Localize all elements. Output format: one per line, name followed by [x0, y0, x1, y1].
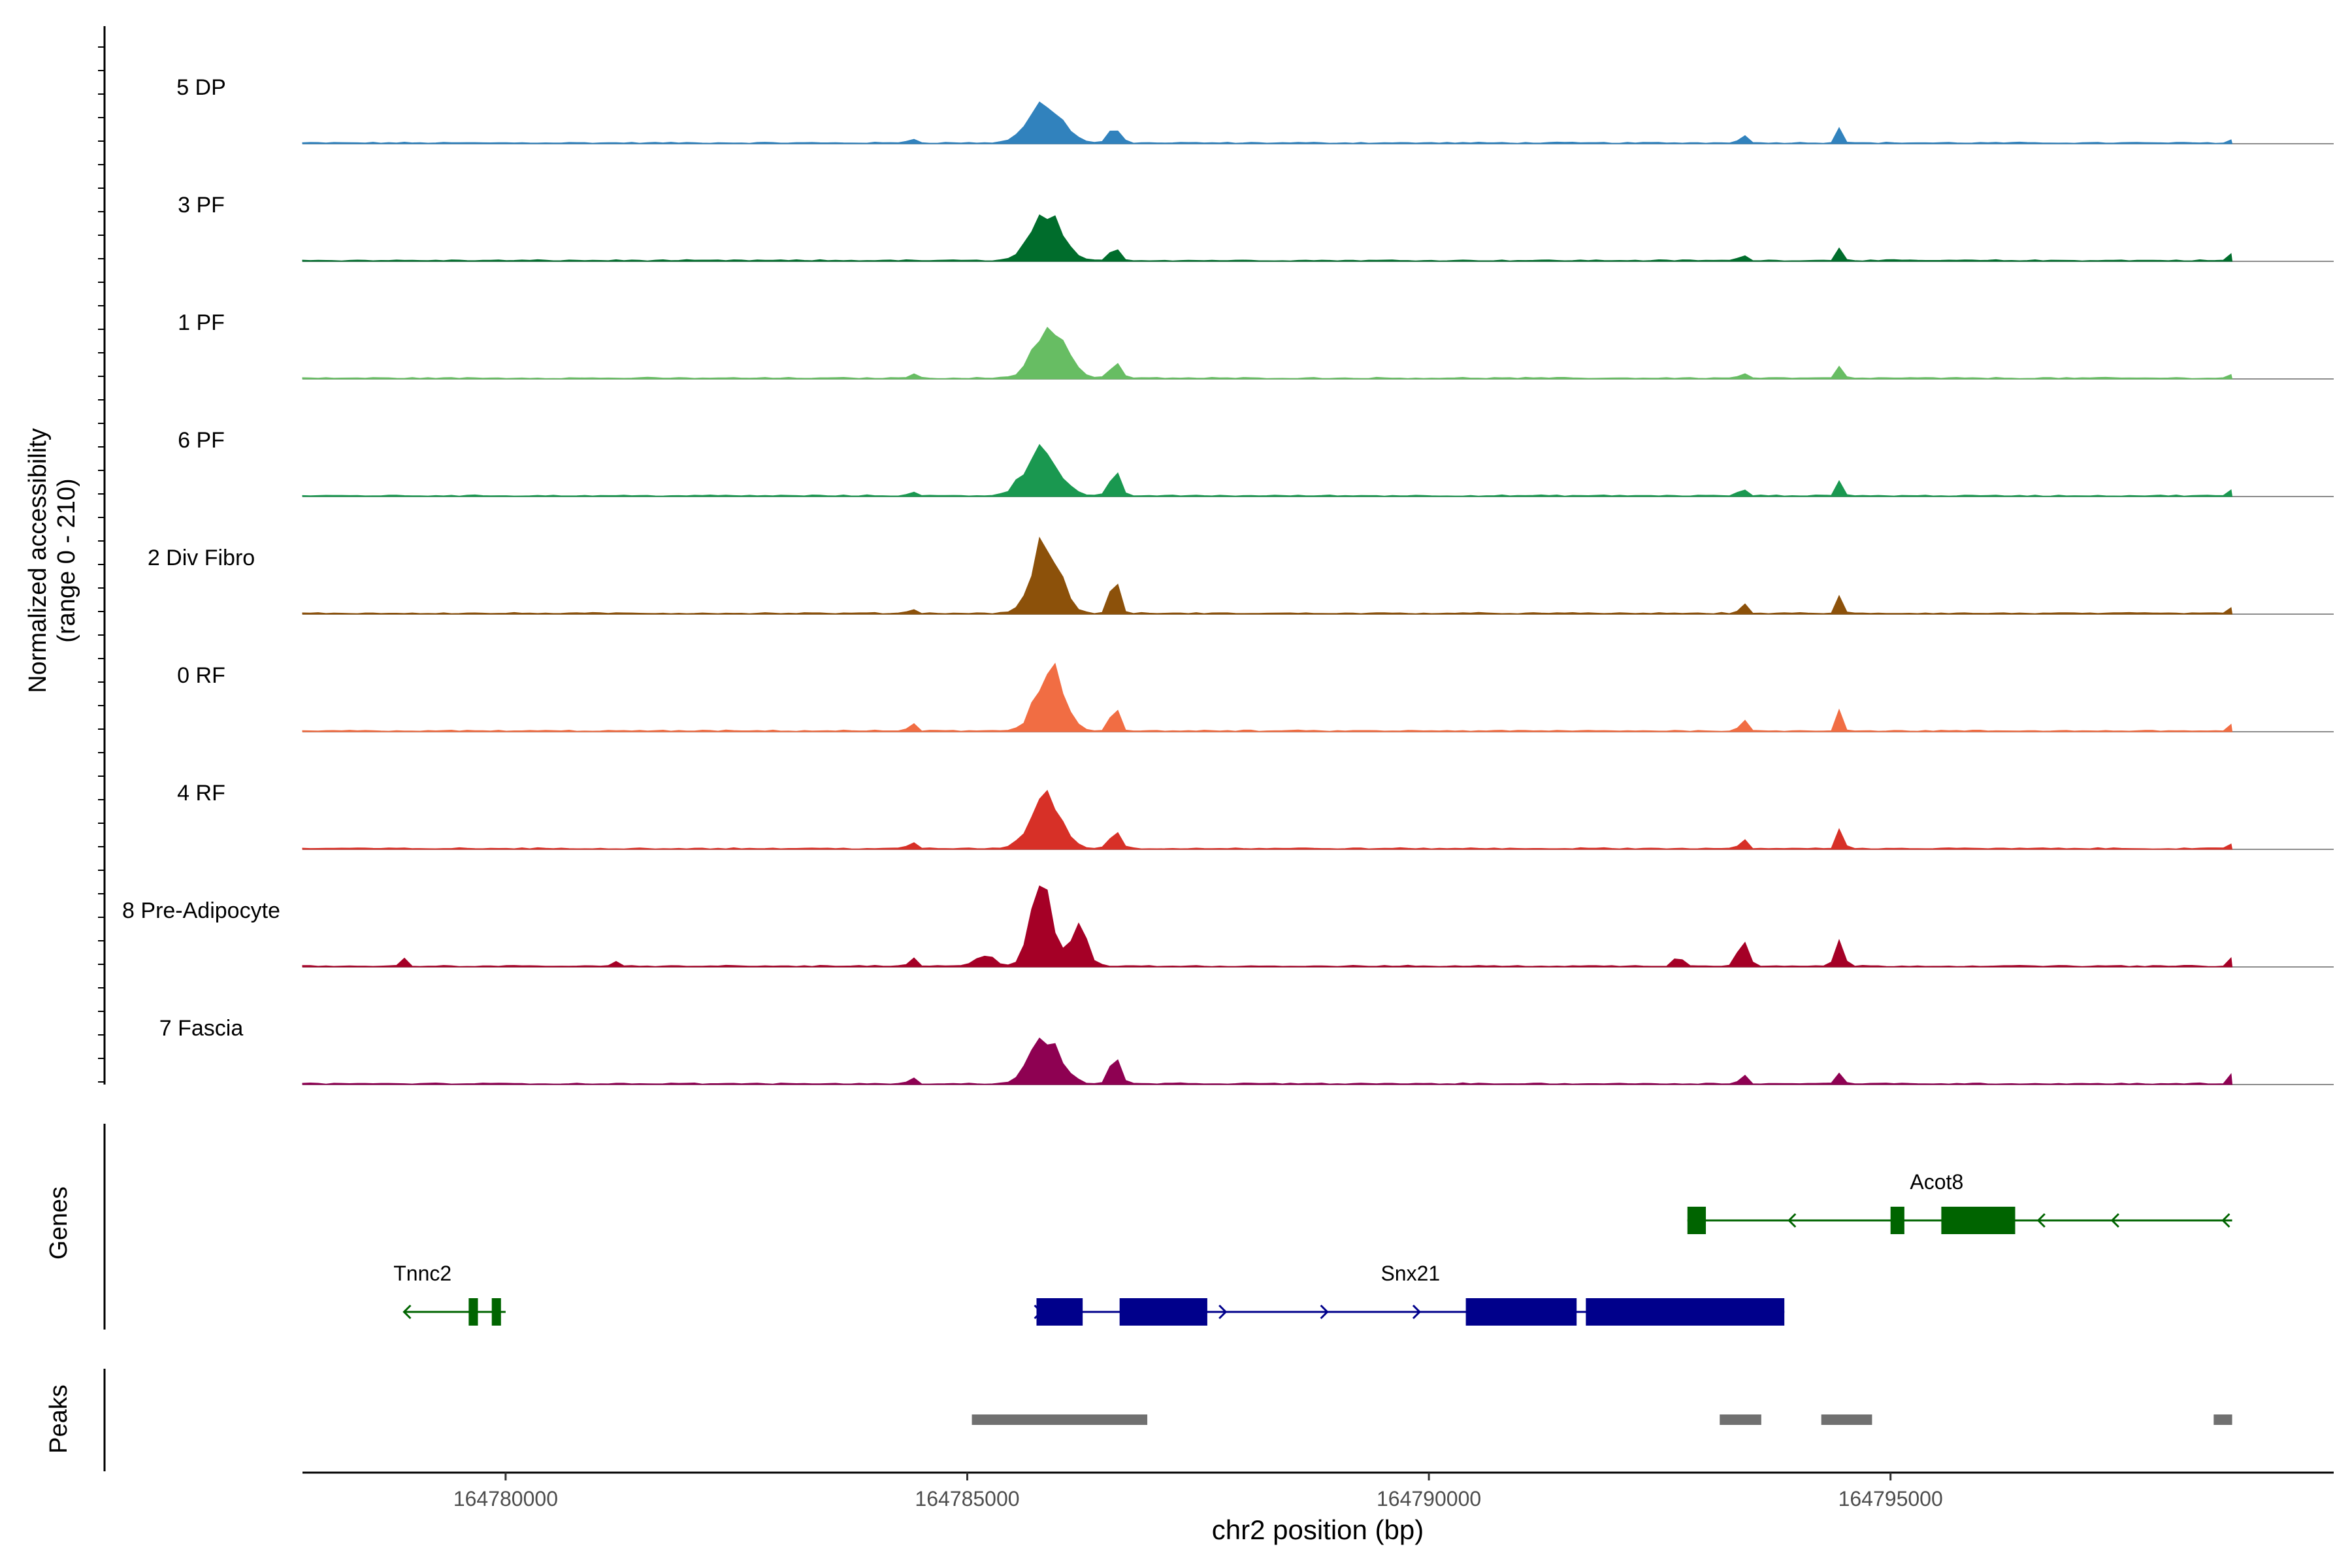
- track-label: 8 Pre-Adipocyte: [122, 898, 280, 923]
- gene-exon: [1687, 1207, 1707, 1234]
- track-label: 5 DP: [176, 75, 226, 100]
- track-label: 4 RF: [177, 781, 225, 806]
- gene-label: Tnnc2: [393, 1262, 451, 1285]
- peak-region: [972, 1414, 1148, 1425]
- strand-arrow: [2110, 1213, 2119, 1228]
- track-label: 3 PF: [178, 193, 225, 218]
- strand-arrow: [2221, 1213, 2230, 1228]
- coverage-area-0-rf: [302, 662, 2233, 732]
- x-axis-tick-label: 164785000: [915, 1487, 1019, 1511]
- gene-label: Acot8: [1910, 1170, 1963, 1194]
- gene-exon: [491, 1298, 501, 1326]
- peak-region: [1821, 1414, 1872, 1425]
- genes-axis-label: Genes: [45, 1186, 73, 1260]
- strand-arrow: [1412, 1304, 1422, 1320]
- peak-region: [1720, 1414, 1761, 1425]
- coverage-area-6-pf: [302, 444, 2233, 497]
- x-axis-title: chr2 position (bp): [1212, 1514, 1424, 1545]
- peaks-axis-label: Peaks: [45, 1384, 73, 1454]
- coverage-area-7-fascia: [302, 1037, 2233, 1085]
- gene-exon: [1941, 1207, 2016, 1234]
- coverage-area-8-pre-adipocyte: [302, 885, 2233, 968]
- coverage-area-4-rf: [302, 789, 2233, 850]
- coverage-area-2-div-fibro: [302, 536, 2233, 615]
- strand-arrow: [1320, 1304, 1329, 1320]
- x-axis-tick-label: 164795000: [1838, 1487, 1943, 1511]
- track-label: 2 Div Fibro: [148, 546, 255, 570]
- strand-arrow: [1788, 1213, 1797, 1228]
- coverage-area-5-dp: [302, 101, 2233, 144]
- strand-arrow: [402, 1304, 412, 1320]
- gene-exon: [1119, 1298, 1207, 1326]
- gene-exon: [1586, 1298, 1785, 1326]
- track-label: 6 PF: [178, 428, 225, 453]
- strand-arrow: [1218, 1304, 1228, 1320]
- gene-label: Snx21: [1380, 1262, 1440, 1285]
- accessibility-axis-range: (range 0 - 210): [53, 478, 80, 642]
- peak-region: [2213, 1414, 2232, 1425]
- strand-arrow: [2036, 1213, 2046, 1228]
- coverage-area-3-pf: [302, 214, 2233, 262]
- accessibility-axis-label: Normalized accessibility: [24, 428, 52, 693]
- track-label: 0 RF: [177, 663, 225, 688]
- track-label: 7 Fascia: [159, 1016, 244, 1041]
- strand-arrow: [1034, 1304, 1043, 1320]
- coverage-area-1-pf: [302, 327, 2233, 380]
- gene-exon: [1036, 1298, 1083, 1326]
- gene-exon: [1890, 1207, 1904, 1234]
- x-axis-tick-label: 164790000: [1377, 1487, 1481, 1511]
- gene-exon: [1465, 1298, 1577, 1326]
- gene-exon: [468, 1298, 478, 1326]
- x-axis-tick-label: 164780000: [453, 1487, 558, 1511]
- track-label: 1 PF: [178, 310, 225, 335]
